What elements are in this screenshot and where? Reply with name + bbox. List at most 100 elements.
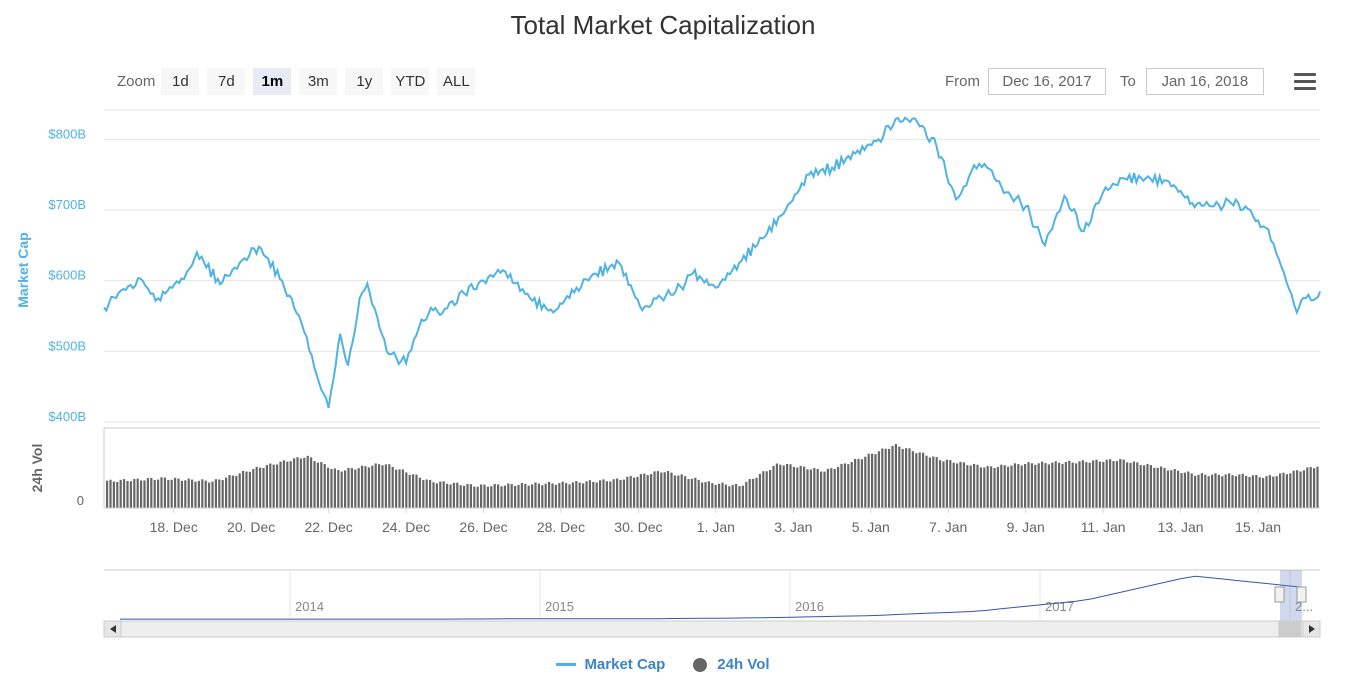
- volume-bar: [881, 448, 884, 508]
- volume-bar: [1075, 463, 1078, 508]
- volume-bar: [398, 469, 401, 508]
- volume-bar: [809, 469, 812, 508]
- volume-bar: [412, 474, 415, 508]
- volume-bar: [622, 479, 625, 508]
- volume-bar: [272, 464, 275, 508]
- volume-bar: [405, 472, 408, 508]
- volume-bar: [1177, 470, 1180, 508]
- volume-bar: [1221, 476, 1224, 508]
- scroll-left-arrow-icon: [110, 625, 116, 633]
- volume-bar: [333, 468, 336, 508]
- volume-bar: [388, 464, 391, 508]
- volume-bar: [626, 476, 629, 508]
- scrollbar-thumb[interactable]: [1278, 620, 1302, 638]
- volume-bar: [1047, 464, 1050, 508]
- scrollbar-track[interactable]: [103, 620, 1321, 638]
- zoom-1m-button[interactable]: 1m: [253, 67, 292, 95]
- volume-bar: [592, 481, 595, 508]
- zoom-1d-button[interactable]: 1d: [161, 67, 200, 95]
- legend: Market Cap 24h Vol: [0, 656, 1326, 673]
- volume-bar: [752, 478, 755, 508]
- volume-bar: [799, 466, 802, 508]
- navigator-year-label: 2014: [295, 599, 324, 614]
- volume-bar: [174, 477, 177, 508]
- volume-bar: [248, 471, 251, 508]
- market-cap-line[interactable]: [103, 116, 1321, 409]
- x-tick-label: 22. Dec: [304, 519, 352, 535]
- volume-bar: [177, 478, 180, 508]
- volume-bar: [728, 486, 731, 508]
- volume-bar: [520, 483, 523, 508]
- volume-bar: [874, 454, 877, 508]
- volume-bar: [265, 465, 268, 508]
- zoom-ytd-button[interactable]: YTD: [391, 67, 430, 95]
- to-date-input[interactable]: Jan 16, 2018: [1145, 67, 1264, 95]
- navigator-handle-left[interactable]: [1274, 586, 1285, 603]
- menu-icon[interactable]: [1294, 73, 1316, 91]
- volume-bar: [684, 476, 687, 508]
- volume-bar: [1296, 470, 1299, 508]
- volume-bar: [201, 479, 204, 508]
- volume-bar: [289, 461, 292, 508]
- volume-bar: [588, 480, 591, 508]
- to-label: To: [1120, 72, 1136, 90]
- volume-bar: [507, 483, 510, 508]
- volume-bar: [894, 443, 897, 508]
- zoom-all-button[interactable]: ALL: [437, 67, 476, 95]
- volume-bar: [180, 480, 183, 508]
- volume-bar: [1292, 470, 1295, 508]
- volume-bar: [877, 451, 880, 508]
- volume-bar: [320, 462, 323, 508]
- volume-bar: [1251, 475, 1254, 508]
- volume-bar: [214, 479, 217, 508]
- volume-bar: [153, 479, 156, 508]
- volume-bar: [1180, 473, 1183, 508]
- volume-bar: [1109, 459, 1112, 508]
- volume-y-tick-label: 0: [77, 493, 84, 508]
- volume-bar: [1211, 474, 1214, 508]
- volume-bar: [578, 482, 581, 508]
- legend-item-market-cap[interactable]: Market Cap: [556, 656, 665, 673]
- legend-item-volume[interactable]: 24h Vol: [693, 656, 770, 673]
- navigator-line: [120, 575, 1301, 620]
- chart-title: Total Market Capitalization: [510, 10, 816, 40]
- volume-bar: [500, 486, 503, 508]
- volume-bar: [833, 469, 836, 508]
- x-tick-label: 9. Jan: [1007, 519, 1045, 535]
- navigator-handle-right[interactable]: [1296, 586, 1307, 603]
- volume-bar: [1102, 461, 1105, 508]
- volume-bar: [860, 459, 863, 508]
- volume-bar: [1214, 473, 1217, 508]
- zoom-3m-button[interactable]: 3m: [299, 67, 338, 95]
- volume-bar: [531, 484, 534, 508]
- volume-bar: [568, 484, 571, 508]
- volume-bar: [238, 473, 241, 508]
- volume-bar: [762, 471, 765, 508]
- volume-bar: [534, 482, 537, 508]
- zoom-1y-button[interactable]: 1y: [345, 67, 384, 95]
- volume-bar: [123, 479, 126, 508]
- volume-bar: [905, 448, 908, 508]
- volume-bar: [146, 478, 149, 508]
- volume-bar: [163, 477, 166, 508]
- volume-bar: [1068, 460, 1071, 508]
- scroll-right-arrow-icon: [1309, 625, 1315, 633]
- volume-bar: [928, 457, 931, 508]
- from-date-input[interactable]: Dec 16, 2017: [988, 67, 1106, 95]
- volume-bar: [755, 477, 758, 508]
- volume-bar: [1173, 469, 1176, 508]
- volume-bar: [724, 484, 727, 508]
- zoom-7d-button[interactable]: 7d: [207, 67, 246, 95]
- volume-bar: [527, 485, 530, 508]
- volume-bar: [537, 483, 540, 508]
- volume-bar: [255, 466, 258, 508]
- volume-bar: [646, 475, 649, 508]
- volume-bar: [986, 466, 989, 508]
- volume-bar: [660, 472, 663, 508]
- volume-bar: [748, 479, 751, 508]
- volume-bar: [225, 477, 228, 508]
- volume-bar: [711, 483, 714, 508]
- volume-bar: [367, 467, 370, 508]
- volume-bar: [918, 452, 921, 508]
- volume-bar: [476, 486, 479, 508]
